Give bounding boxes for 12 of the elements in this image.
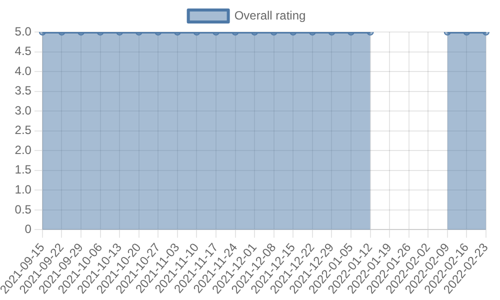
y-tick-label: 1.5 xyxy=(14,162,32,177)
y-tick-label: 4.0 xyxy=(14,64,32,78)
y-tick-label: 3.5 xyxy=(14,84,32,98)
y-tick-label: 3.0 xyxy=(14,103,32,118)
y-tick-label: 2.5 xyxy=(14,123,32,138)
legend-label: Overall rating xyxy=(234,8,306,22)
y-tick-label: 4.5 xyxy=(14,44,32,58)
y-tick-label: 5.0 xyxy=(14,24,32,38)
y-tick-label: 0 xyxy=(24,222,32,236)
y-tick-label: 0.5 xyxy=(14,202,32,216)
y-tick-label: 1.0 xyxy=(14,182,32,196)
y-tick-label: 2.0 xyxy=(14,142,32,157)
